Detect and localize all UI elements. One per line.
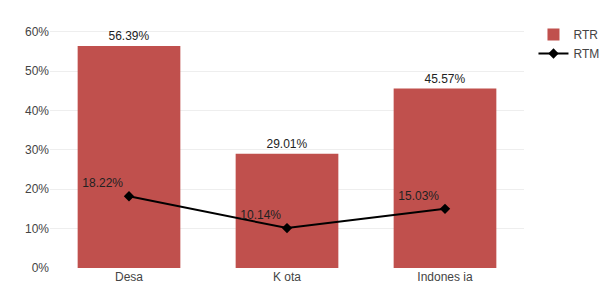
svg-text:56.39%: 56.39% [108, 29, 149, 43]
svg-text:RTR: RTR [573, 28, 598, 42]
svg-text:15.03%: 15.03% [398, 189, 439, 203]
svg-text:30%: 30% [25, 143, 49, 157]
svg-text:29.01%: 29.01% [266, 137, 307, 151]
svg-text:50%: 50% [25, 64, 49, 78]
svg-text:0%: 0% [32, 261, 50, 275]
svg-text:10.14%: 10.14% [240, 208, 281, 222]
svg-text:10%: 10% [25, 222, 49, 236]
svg-text:40%: 40% [25, 104, 49, 118]
svg-text:Indones ia: Indones ia [417, 270, 473, 284]
svg-text:18.22%: 18.22% [82, 176, 123, 190]
svg-text:Desa: Desa [115, 270, 143, 284]
svg-text:45.57%: 45.57% [424, 72, 465, 86]
svg-text:60%: 60% [25, 25, 49, 39]
svg-text:RTM: RTM [573, 47, 599, 61]
svg-text:20%: 20% [25, 182, 49, 196]
svg-text:K ota: K ota [273, 270, 301, 284]
